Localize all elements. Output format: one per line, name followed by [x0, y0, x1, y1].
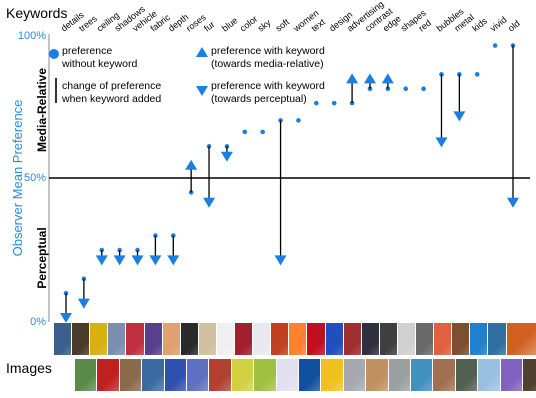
up-triangle-edge [382, 73, 394, 83]
image-thumbnails-row-1 [0, 322, 536, 362]
legend-pref-line1: preference [62, 45, 112, 57]
legend-down-line2: (towards perceptual) [211, 93, 307, 105]
down-triangle-trees [78, 299, 90, 309]
legend-dot-icon [49, 49, 59, 59]
keywords-header: Keywords [6, 5, 67, 21]
preference-point-women [296, 118, 301, 123]
down-triangle-metal [453, 111, 465, 121]
keyword-labels: detailstreesceilingshadowsvehiclefabricd… [59, 0, 522, 34]
down-triangle-old [507, 198, 519, 208]
keyword-label-color: color [238, 14, 260, 34]
keyword-label-soft: soft [274, 16, 292, 33]
keyword-label-sky: sky [256, 17, 273, 33]
up-triangle-advertising [346, 73, 358, 83]
y-tick-100: 100% [18, 30, 46, 42]
down-triangle-depth [167, 255, 179, 265]
down-triangle-soft [275, 255, 287, 265]
preference-point-text [314, 101, 319, 106]
legend-pref-line2: without keyword [61, 58, 137, 70]
down-triangle-ceiling [96, 255, 108, 265]
legend-down-line1: preference with keyword [211, 80, 325, 92]
legend-up-line1: preference with keyword [211, 45, 325, 57]
preference-point-shapes [403, 86, 408, 91]
y-tick-50: 50% [24, 172, 46, 184]
down-triangle-fabric [149, 255, 161, 265]
preference-point-kids [475, 72, 480, 77]
up-triangle-roses [185, 160, 197, 170]
legend: preference without keyword change of pre… [49, 45, 325, 105]
down-triangle-fur [203, 198, 215, 208]
down-triangle-bubbles [435, 137, 447, 147]
image-thumbnails-row-2 [0, 358, 536, 398]
legend-up-triangle-icon [196, 47, 208, 57]
region-label-perceptual: Perceptual [35, 227, 49, 288]
down-triangle-shadows [114, 255, 126, 265]
down-triangle-vehicle [132, 255, 144, 265]
up-triangle-contrast [364, 73, 376, 83]
down-triangle-blue [221, 152, 233, 162]
legend-change-line1: change of preference [62, 80, 161, 92]
legend-up-line2: (towards media-relative) [211, 58, 324, 70]
keyword-label-old: old [506, 18, 522, 33]
keyword-label-vivid: vivid [488, 15, 508, 34]
image-thumbnail [522, 358, 536, 392]
preference-point-sky [260, 130, 265, 135]
preference-point-color [243, 130, 248, 135]
image-thumbnail [506, 322, 536, 356]
region-label-media-relative: Media-Relative [35, 68, 49, 152]
legend-down-triangle-icon [196, 86, 208, 96]
legend-change-line2: when keyword added [61, 93, 161, 105]
preference-point-red [421, 86, 426, 91]
keyword-label-blue: blue [220, 15, 240, 33]
preference-point-design [332, 101, 337, 106]
y-axis-label: Observer Mean Preference [10, 100, 25, 257]
preference-point-vivid [493, 43, 498, 48]
